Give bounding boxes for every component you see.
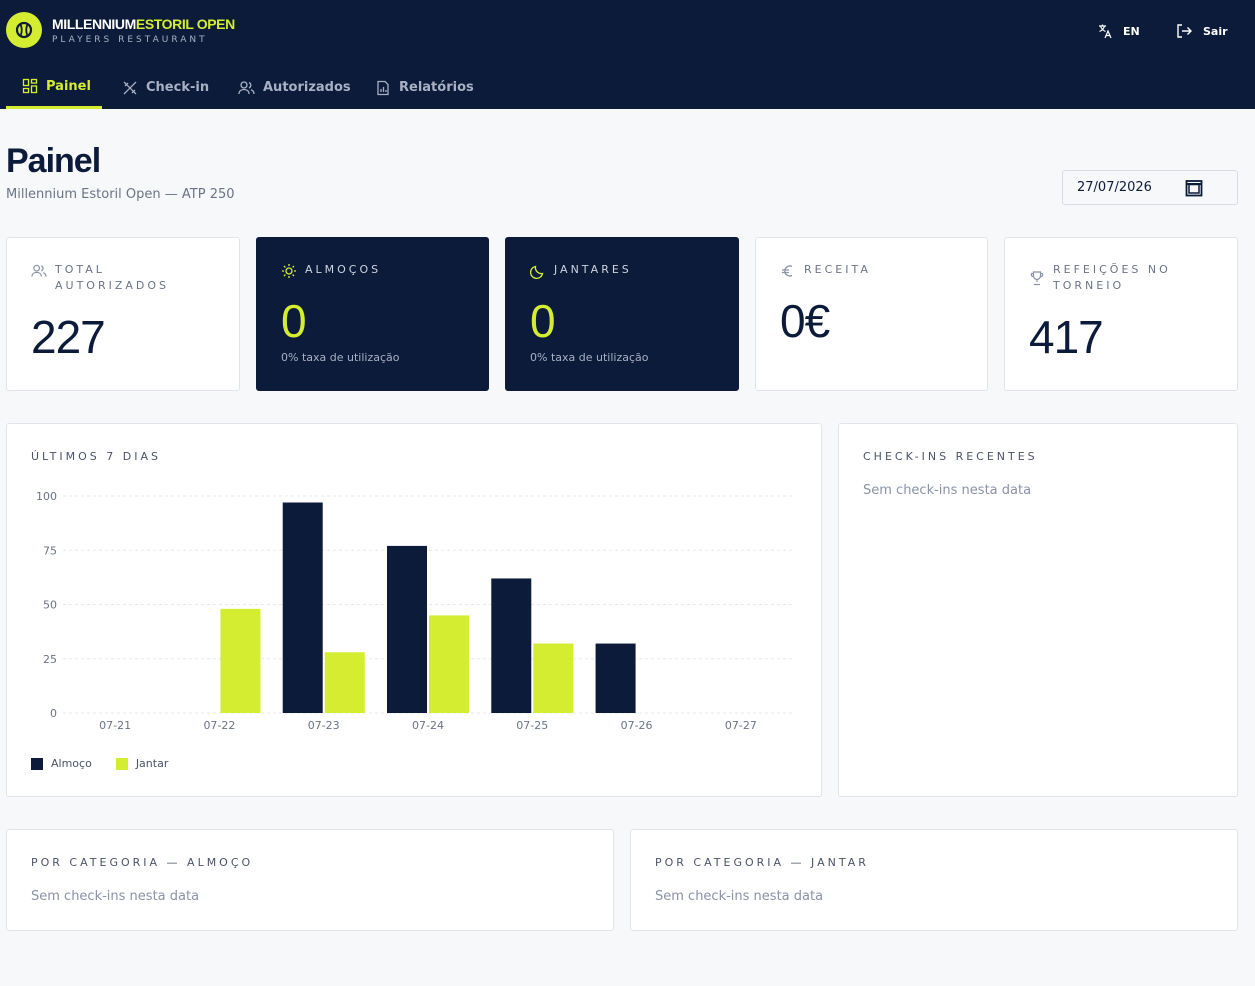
tab-check-in-label: Check-in <box>146 80 210 95</box>
stat-label-almocos: ALMOÇOS <box>281 262 381 279</box>
top-header: MILLENNIUMESTORIL OPEN PLAYERS RESTAURAN… <box>0 0 1255 109</box>
recent-check-ins-panel: CHECK-INS RECENTES Sem check-ins nesta d… <box>838 423 1238 797</box>
bar-almoco <box>387 545 427 713</box>
recent-check-ins-empty: Sem check-ins nesta data <box>863 483 1032 498</box>
recent-check-ins-title: CHECK-INS RECENTES <box>863 450 1038 463</box>
logout-label: Sair <box>1203 24 1228 38</box>
tab-relatorios-label: Relatórios <box>399 80 474 95</box>
stat-note-jantares: 0% taxa de utilização <box>530 351 649 364</box>
utensils-icon <box>123 81 137 94</box>
y-tick-label: 25 <box>43 653 57 666</box>
legend-label-jantar: Jantar <box>135 757 169 770</box>
legend-label-almoco: Almoço <box>51 757 92 770</box>
date-value: 27/07/2026 <box>1077 180 1152 195</box>
chart-panel-ultimos-7-dias: ÚLTIMOS 7 DIAS 0 25 50 75 100 07-21 07-22 07-23… <box>6 423 822 797</box>
translate-icon <box>1099 24 1112 39</box>
brand-title-main: MILLENNIUM <box>52 16 136 32</box>
categoria-almoco-panel: POR CATEGORIA — ALMOÇO Sem check-ins nes… <box>6 829 614 931</box>
x-tick-label: 07-24 <box>412 719 444 732</box>
categoria-almoco-empty: Sem check-ins nesta data <box>31 889 200 904</box>
x-tick-label: 07-21 <box>99 719 131 732</box>
stat-label-receita: RECEITA <box>780 262 871 279</box>
x-tick-label: 07-25 <box>516 719 548 732</box>
categoria-jantar-title: POR CATEGORIA — JANTAR <box>655 856 869 869</box>
bar-jantar <box>220 608 261 713</box>
y-tick-label: 50 <box>43 599 57 612</box>
x-tick-label: 07-26 <box>621 719 653 732</box>
tab-autorizados[interactable]: Autorizados <box>238 66 351 109</box>
stat-value-total: 227 <box>31 311 106 363</box>
stat-label-jantares-text: JANTARES <box>554 263 632 276</box>
tab-painel-label: Painel <box>46 78 91 94</box>
stat-label-receita-text: RECEITA <box>804 263 871 276</box>
stat-label-almocos-text: ALMOÇOS <box>305 263 382 276</box>
legend-item-almoco: Almoço <box>31 757 92 770</box>
bar-almoco <box>491 578 532 713</box>
euro-icon <box>782 265 793 277</box>
trophy-icon <box>1030 271 1044 286</box>
bar-jantar <box>533 643 574 713</box>
users-icon <box>31 264 47 277</box>
categoria-jantar-panel: POR CATEGORIA — JANTAR Sem check-ins nes… <box>630 829 1238 931</box>
chart-panel-title: ÚLTIMOS 7 DIAS <box>31 450 161 463</box>
logout-button[interactable]: Sair <box>1175 20 1228 42</box>
moon-icon <box>530 265 544 279</box>
users-icon <box>238 80 255 94</box>
y-tick-label: 0 <box>50 707 57 720</box>
logout-icon <box>1177 24 1192 38</box>
chart-legend: Almoço Jantar <box>31 757 168 770</box>
report-icon <box>377 80 389 95</box>
bar-almoco <box>595 643 636 713</box>
stat-card-refeicoes: REFEIÇÕES NO TORNEIO 417 <box>1004 237 1238 391</box>
tab-autorizados-label: Autorizados <box>263 80 351 95</box>
x-tick-label: 07-23 <box>308 719 340 732</box>
brand-title-accent: ESTORIL OPEN <box>135 16 235 32</box>
categoria-jantar-empty: Sem check-ins nesta data <box>655 889 824 904</box>
stat-value-receita: 0€ <box>780 295 830 347</box>
legend-swatch-almoco <box>31 757 43 770</box>
legend-swatch-jantar <box>115 757 128 770</box>
stat-card-total-autorizados: TOTAL AUTORIZADOS 227 <box>6 237 240 391</box>
stat-label-total-text: TOTAL AUTORIZADOS <box>55 263 170 292</box>
x-tick-label: 07-22 <box>203 719 235 732</box>
calendar-icon[interactable] <box>1185 179 1203 197</box>
brand-subtitle: PLAYERS RESTAURANT <box>52 35 208 45</box>
legend-item-jantar: Jantar <box>115 757 169 770</box>
x-tick-label: 07-27 <box>725 719 757 732</box>
bar-almoco <box>282 502 323 713</box>
stat-label-jantares: JANTARES <box>530 262 632 279</box>
stat-value-jantares: 0 <box>530 295 556 347</box>
y-tick-label: 75 <box>43 544 57 557</box>
stat-card-jantares: JANTARES 0 0% taxa de utilização <box>505 237 739 391</box>
stat-card-almocos: ALMOÇOS 0 0% taxa de utilização <box>256 237 489 391</box>
stat-note-almocos: 0% taxa de utilização <box>281 351 400 364</box>
tab-painel[interactable]: Painel <box>6 66 102 109</box>
tab-check-in[interactable]: Check-in <box>122 66 209 109</box>
brand-title: MILLENNIUMESTORIL OPEN <box>52 16 235 32</box>
stat-label-total: TOTAL AUTORIZADOS <box>31 262 211 294</box>
categoria-almoco-title: POR CATEGORIA — ALMOÇO <box>31 856 254 869</box>
grid-icon <box>22 78 38 94</box>
stat-value-refeicoes: 417 <box>1029 311 1104 363</box>
stat-label-refeicoes: REFEIÇÕES NO TORNEIO <box>1029 262 1209 294</box>
stat-label-refeicoes-text: REFEIÇÕES NO TORNEIO <box>1053 263 1171 292</box>
language-label: EN <box>1123 24 1140 38</box>
bar-jantar <box>324 652 365 713</box>
tennis-ball-logo <box>6 12 42 48</box>
stat-card-receita: RECEITA 0€ <box>755 237 988 391</box>
page-subtitle: Millennium Estoril Open — ATP 250 <box>6 187 235 202</box>
tab-relatorios[interactable]: Relatórios <box>375 66 474 109</box>
page-title: Painel <box>6 142 101 180</box>
sun-icon <box>282 264 296 278</box>
date-picker-input[interactable]: 27/07/2026 <box>1062 170 1238 205</box>
stat-value-almocos: 0 <box>281 295 307 347</box>
bar-jantar <box>429 615 469 713</box>
language-button[interactable]: EN <box>1097 20 1140 42</box>
bar-chart: 0 25 50 75 100 07-21 07-22 07-23 07-24 07-25 07-26… <box>36 490 793 732</box>
y-tick-label: 100 <box>36 490 57 503</box>
